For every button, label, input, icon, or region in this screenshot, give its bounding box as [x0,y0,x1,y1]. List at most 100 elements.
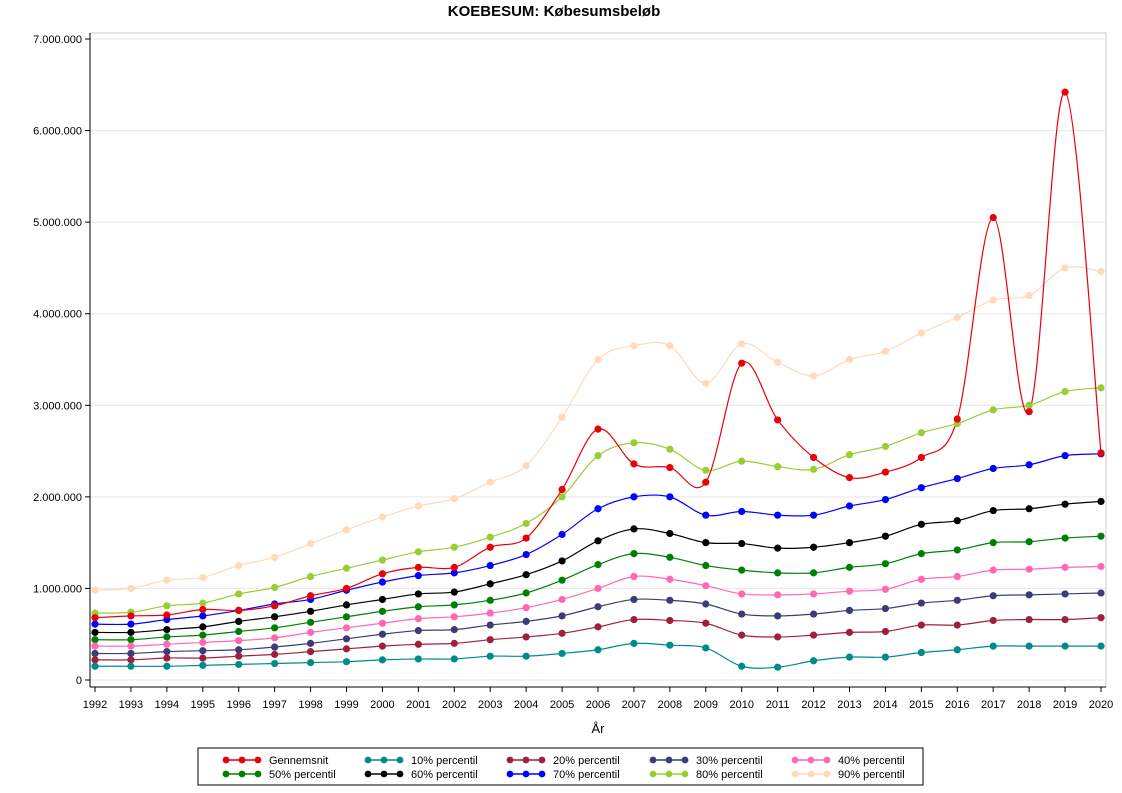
data-point [163,602,171,610]
y-tick-label: 2.000.000 [33,492,82,504]
legend-swatch-marker [364,756,372,764]
x-tick-label: 2004 [514,699,538,711]
data-point [953,646,961,654]
x-tick-label: 2018 [1017,699,1041,711]
data-point [163,576,171,584]
data-point [558,413,566,421]
data-point [738,590,746,598]
data-point [989,506,997,515]
data-point [1097,267,1105,276]
legend-item: 50% percentil [222,769,336,781]
data-point [127,636,135,644]
data-point [1061,563,1069,571]
data-point [378,630,387,638]
data-point [1097,562,1105,571]
x-tick-label: 1996 [226,699,250,711]
data-point [342,624,351,632]
data-point [594,537,602,545]
data-point [378,570,387,578]
data-point [522,589,530,597]
data-point [378,619,387,627]
legend-swatch-marker [649,770,657,778]
legend-swatch-marker [380,770,388,778]
data-point [738,507,746,516]
data-point [486,478,494,486]
data-point [163,626,171,634]
data-point [558,557,566,565]
legend-swatch-marker [380,756,388,764]
data-point [163,611,171,619]
data-point [702,466,710,474]
x-tick-label: 2006 [586,699,610,711]
data-point [702,582,710,590]
data-point [91,656,99,664]
data-point [378,513,387,521]
data-point [881,604,890,613]
data-point [1025,565,1033,573]
data-point [342,635,351,643]
data-point [845,628,854,636]
data-point [342,564,351,572]
legend-label: 60% percentil [411,769,478,781]
data-point [91,628,99,636]
data-point [1097,642,1105,650]
data-point [594,561,602,569]
data-point [774,358,782,366]
data-point [594,355,602,364]
data-point [845,653,854,661]
x-axis-title: År [592,721,606,736]
data-point [881,347,890,355]
legend-label: 50% percentil [269,769,336,781]
data-point [845,502,854,510]
data-point [1025,505,1033,513]
legend-swatch-marker [364,770,372,778]
data-point [630,572,638,581]
data-point [127,662,135,670]
data-point [809,465,818,473]
y-tick-label: 7.000.000 [33,34,82,46]
data-point [666,596,674,604]
x-tick-label: 1992 [83,699,107,711]
data-point [163,633,171,641]
data-point [881,560,890,568]
legend-swatch-marker [681,770,689,778]
data-point [774,511,782,519]
data-point [953,546,961,554]
data-point [1025,642,1033,650]
data-point [522,617,530,625]
x-tick-label: 2016 [945,699,969,711]
data-point [450,613,458,621]
data-point [91,642,99,650]
legend-swatch-marker [522,770,530,778]
gridlines [90,38,1106,681]
data-point [271,553,279,561]
data-point [235,617,243,625]
data-point [809,631,818,639]
x-tick-label: 2003 [478,699,502,711]
legend-swatch-marker [254,756,262,764]
legend-swatch-marker [823,770,831,778]
legend-item: 20% percentil [506,755,620,767]
data-point [91,662,99,670]
data-point [917,575,925,583]
data-point [1097,614,1105,622]
data-point [306,592,315,600]
legend-swatch-marker [238,756,246,764]
legend-swatch-marker [238,770,246,778]
data-point [271,583,279,592]
data-point [953,621,961,629]
data-point [486,533,494,541]
data-point [1097,589,1105,597]
data-point [989,592,997,600]
x-tick-label: 1999 [334,699,358,711]
x-axis: 1992 1993 1994 1995 1996 1997 1998 1999 2000 2001… [83,686,1113,711]
data-point [594,584,602,593]
data-point [163,654,171,662]
legend-swatch-marker [538,756,546,764]
legend-swatch-marker [522,756,530,764]
data-point [738,662,746,670]
data-point [630,460,638,468]
data-point [738,610,746,618]
data-point [845,355,854,364]
data-point [1061,387,1069,396]
